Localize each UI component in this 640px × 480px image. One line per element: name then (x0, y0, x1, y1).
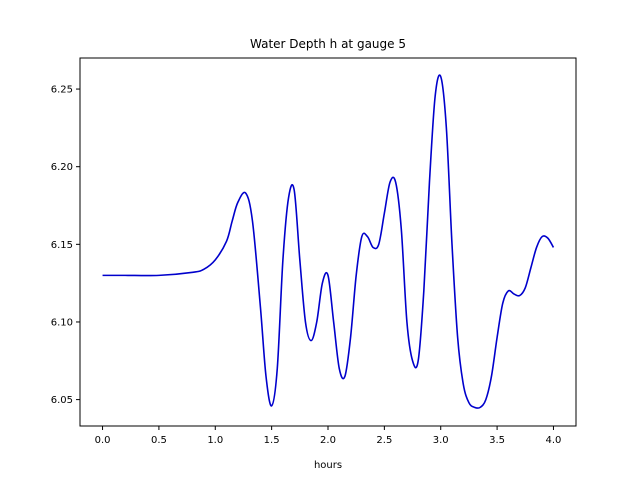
series-line (102, 74, 555, 409)
x-tick-label: 0.0 (95, 435, 111, 446)
x-tick-label: 3.0 (433, 435, 449, 446)
y-tick-label: 6.10 (51, 317, 73, 328)
x-tick-label: 2.5 (376, 435, 392, 446)
y-tick-label: 6.25 (51, 85, 73, 96)
x-tick-label: 0.5 (151, 435, 167, 446)
x-tick-label: 3.5 (489, 435, 505, 446)
y-tick-label: 6.20 (51, 162, 73, 173)
x-tick-label: 4.0 (546, 435, 562, 446)
y-tick-label: 6.15 (51, 240, 73, 251)
x-tick-label: 1.5 (264, 435, 280, 446)
x-axis: 0.0 0.5 1.0 1.5 2.0 2.5 3.0 3.5 4.0 (95, 426, 562, 446)
x-axis-label: hours (314, 460, 342, 471)
x-tick-label: 2.0 (320, 435, 336, 446)
y-axis: 6.05 6.10 6.15 6.20 6.25 (51, 85, 80, 406)
y-tick-label: 6.05 (51, 395, 73, 406)
x-tick-label: 1.0 (207, 435, 223, 446)
plot-area (102, 74, 555, 409)
chart-title: Water Depth h at gauge 5 (250, 37, 406, 51)
